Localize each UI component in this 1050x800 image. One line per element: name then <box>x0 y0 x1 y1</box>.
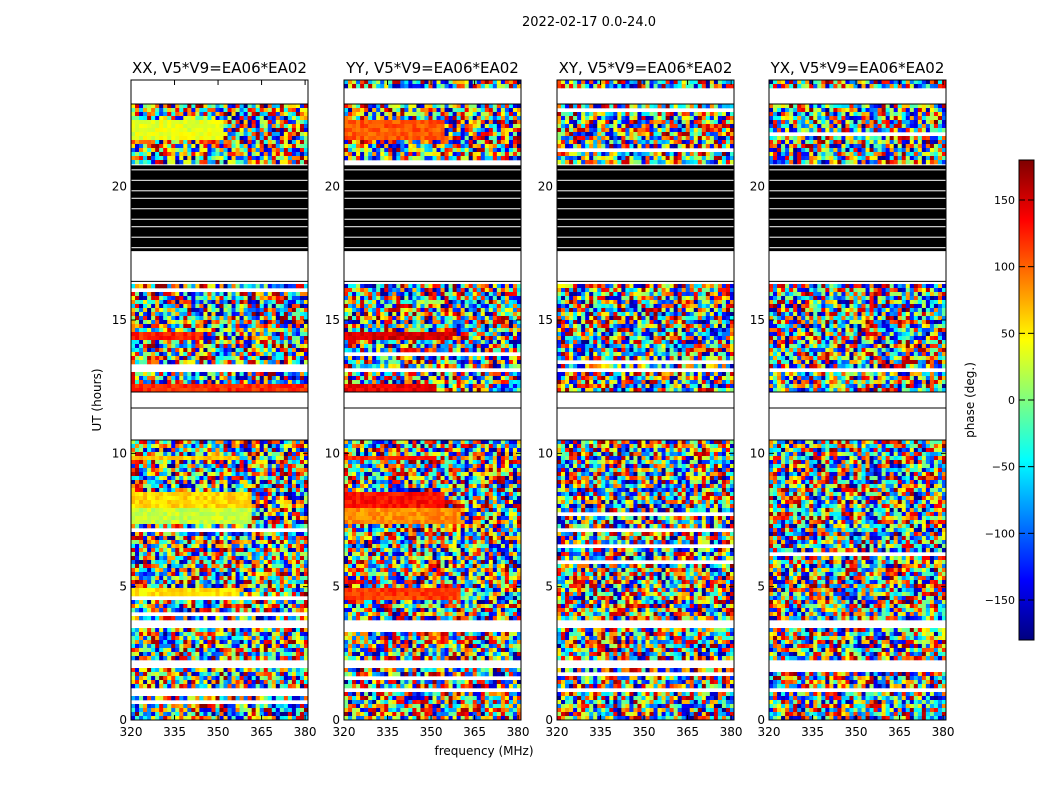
colorbar-label: phase (deg.) <box>963 362 977 438</box>
y-tick-label: 10 <box>750 446 765 460</box>
panels-group: XX, V5*V9=EA06*EA02 320 335 350 365 380 0 5 10 15… <box>112 59 955 739</box>
panel-xx: XX, V5*V9=EA06*EA02 320 335 350 365 380 0 5 10 15… <box>112 59 317 739</box>
panel-title: YX, V5*V9=EA06*EA02 <box>770 59 945 77</box>
x-tick-label: 320 <box>333 725 356 739</box>
x-tick-label: 365 <box>676 725 699 739</box>
y-tick-label: 0 <box>545 713 553 727</box>
colorbar-tick-label: −150 <box>985 594 1015 607</box>
panel-title: XY, V5*V9=EA06*EA02 <box>559 59 733 77</box>
colorbar-tick-label: 100 <box>994 261 1015 274</box>
x-tick-label: 335 <box>589 725 612 739</box>
x-tick-label: 335 <box>163 725 186 739</box>
x-tick-label: 335 <box>801 725 824 739</box>
panel-title: YY, V5*V9=EA06*EA02 <box>345 59 519 77</box>
y-tick-label: 15 <box>325 313 340 327</box>
colorbar-tick-label: −50 <box>992 461 1015 474</box>
y-tick-label: 15 <box>112 313 127 327</box>
x-tick-label: 365 <box>888 725 911 739</box>
panel-frame <box>343 79 522 721</box>
figure-suptitle: 2022-02-17 0.0-24.0 <box>522 15 656 30</box>
x-tick-label: 350 <box>420 725 443 739</box>
y-tick-label: 10 <box>538 446 553 460</box>
x-tick-label: 350 <box>207 725 230 739</box>
y-axis-label: UT (hours) <box>90 368 104 431</box>
x-tick-label: 380 <box>507 725 530 739</box>
y-tick-label: 0 <box>332 713 340 727</box>
flagged-band <box>131 165 308 251</box>
colorbar-tick-label: 150 <box>994 194 1015 207</box>
x-tick-label: 350 <box>845 725 868 739</box>
y-tick-label: 15 <box>538 313 553 327</box>
colorbar-tick-label: −100 <box>985 527 1015 540</box>
x-tick-label: 320 <box>546 725 569 739</box>
phase-cells <box>769 80 947 721</box>
phase-cells <box>131 104 309 721</box>
panel-xy: XY, V5*V9=EA06*EA02 320 335 350 365 380 0 5 10 15… <box>538 59 743 739</box>
panel-yx: YX, V5*V9=EA06*EA02 320 335 350 365 380 0 5 10 15… <box>750 59 955 739</box>
x-tick-label: 335 <box>376 725 399 739</box>
y-tick-label: 10 <box>325 446 340 460</box>
panel-frame <box>768 79 947 721</box>
y-tick-label: 20 <box>538 180 553 194</box>
panel-title: XX, V5*V9=EA06*EA02 <box>132 59 307 77</box>
x-tick-label: 380 <box>932 725 955 739</box>
phase-cells <box>344 80 522 721</box>
y-tick-label: 20 <box>112 180 127 194</box>
colorbar-tick-label: 50 <box>1001 327 1015 340</box>
x-tick-label: 320 <box>120 725 143 739</box>
flagged-band <box>344 165 521 251</box>
y-tick-label: 15 <box>750 313 765 327</box>
x-axis-label: frequency (MHz) <box>434 744 533 758</box>
x-tick-label: 320 <box>758 725 781 739</box>
colorbar-tick-label: 0 <box>1008 394 1015 407</box>
phase-cells <box>557 80 735 721</box>
flagged-band <box>557 165 734 251</box>
y-tick-label: 0 <box>757 713 765 727</box>
x-tick-label: 350 <box>633 725 656 739</box>
y-tick-label: 10 <box>112 446 127 460</box>
panel-frame <box>130 79 309 721</box>
y-tick-label: 0 <box>119 713 127 727</box>
x-tick-label: 380 <box>720 725 743 739</box>
y-tick-label: 5 <box>757 580 765 594</box>
x-tick-label: 365 <box>250 725 273 739</box>
y-tick-label: 20 <box>750 180 765 194</box>
x-tick-label: 380 <box>294 725 317 739</box>
y-tick-label: 20 <box>325 180 340 194</box>
x-tick-label: 365 <box>463 725 486 739</box>
panel-yy: YY, V5*V9=EA06*EA02 320 335 350 365 380 0 5 10 15… <box>325 59 530 739</box>
y-tick-label: 5 <box>119 580 127 594</box>
colorbar: −150 −100 −50 0 50 100 150 phase (deg.) <box>963 159 1035 641</box>
flagged-band <box>769 165 946 251</box>
y-tick-label: 5 <box>332 580 340 594</box>
y-tick-label: 5 <box>545 580 553 594</box>
panel-frame <box>556 79 735 721</box>
